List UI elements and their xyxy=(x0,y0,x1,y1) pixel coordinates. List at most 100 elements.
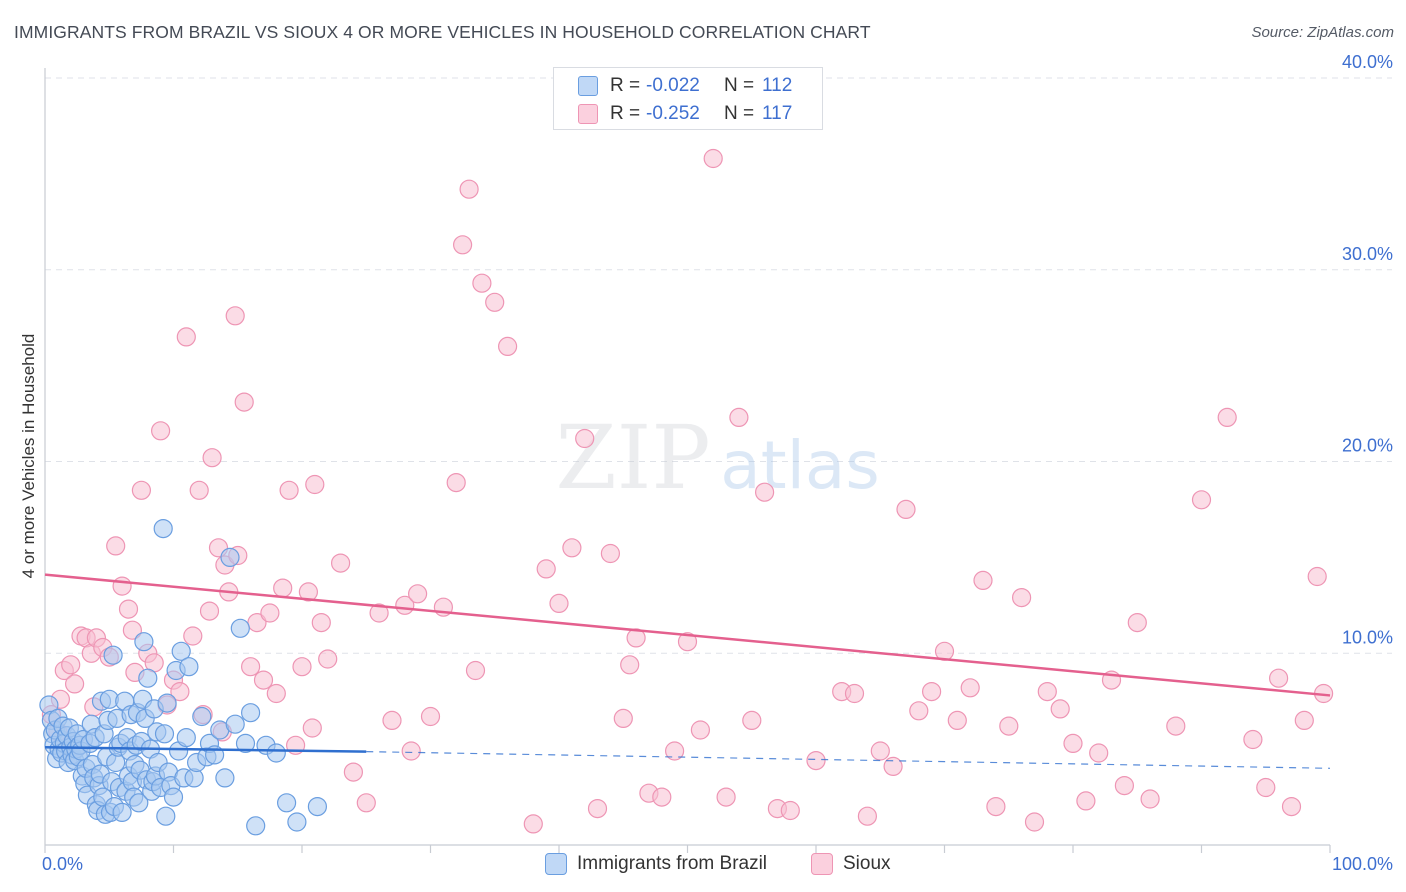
brazil-point xyxy=(112,802,132,823)
sioux-point xyxy=(1114,775,1135,796)
sioux-point xyxy=(485,292,505,312)
brazil-point xyxy=(134,632,154,652)
sioux-point xyxy=(947,710,967,731)
sioux-point xyxy=(844,683,865,704)
tick-labels: 10.0% 20.0% 30.0% 40.0% 0.0% 100.0% xyxy=(42,52,1393,874)
sioux-point xyxy=(1127,612,1147,633)
sioux-point xyxy=(999,716,1019,736)
sioux-point xyxy=(690,720,711,740)
y-tick-label: 20.0% xyxy=(1342,436,1393,456)
sioux-point xyxy=(587,798,608,819)
sioux-point xyxy=(408,584,428,604)
sioux-point xyxy=(883,756,903,777)
brazil-point xyxy=(171,641,191,661)
sioux-point xyxy=(986,796,1006,817)
bottom-legend-sioux: Sioux xyxy=(811,850,891,878)
brazil-trend-extension xyxy=(366,751,1331,769)
sioux-point xyxy=(498,336,518,356)
sioux-point xyxy=(754,482,775,502)
sioux-point xyxy=(131,480,151,500)
sioux-point xyxy=(1140,789,1160,809)
sioux-point xyxy=(122,620,142,640)
x-tick-label-max: 100.0% xyxy=(1332,854,1393,874)
n-label: N = xyxy=(724,103,755,124)
sioux-point xyxy=(562,538,582,558)
sioux-point xyxy=(112,576,132,596)
brazil-trend-line xyxy=(44,745,367,753)
brazil-point xyxy=(156,806,176,826)
y-tick-label: 30.0% xyxy=(1342,244,1393,264)
brazil-legend-swatch xyxy=(545,853,567,875)
sioux-point xyxy=(266,683,286,704)
sioux-point xyxy=(973,570,993,591)
brazil-point xyxy=(235,733,256,754)
y-axis-label: 4 or more Vehicles in Household xyxy=(19,333,38,579)
brazil-point xyxy=(103,645,123,665)
sioux-point xyxy=(61,655,81,675)
sioux-point xyxy=(183,626,203,646)
sioux-point xyxy=(575,428,595,449)
sioux-point xyxy=(420,706,441,727)
sioux-point xyxy=(1294,710,1314,731)
sioux-point xyxy=(151,421,171,441)
brazil-swatch xyxy=(578,76,598,96)
brazil-point xyxy=(220,547,240,568)
sioux-point xyxy=(729,407,749,427)
sioux-point xyxy=(664,741,685,761)
r-label: R = xyxy=(610,75,641,96)
watermark: ZIP atlas xyxy=(555,406,879,509)
sioux-point xyxy=(626,628,646,648)
sioux-point xyxy=(1281,796,1302,817)
sioux-point xyxy=(703,148,723,169)
sioux-point xyxy=(921,681,942,702)
sioux-point xyxy=(199,601,220,621)
brazil-point xyxy=(241,703,261,723)
r-value: -0.252 xyxy=(646,103,700,124)
sioux-point xyxy=(273,578,293,598)
sioux-point xyxy=(446,473,466,493)
brazil-point xyxy=(163,787,184,807)
sioux-point xyxy=(343,762,363,782)
brazil-points xyxy=(39,518,327,836)
sioux-point xyxy=(1166,716,1186,736)
sioux-point xyxy=(960,678,980,698)
y-tick-label: 40.0% xyxy=(1342,52,1393,72)
sioux-point xyxy=(356,793,376,813)
sioux-point xyxy=(716,787,736,807)
sioux-swatch xyxy=(578,104,598,124)
sioux-point xyxy=(234,392,254,412)
n-value: 112 xyxy=(762,75,793,96)
sioux-point xyxy=(331,553,351,573)
brazil-point xyxy=(230,618,250,638)
stats-legend: R = -0.022 N = 112 R = -0.252 N = 117 xyxy=(553,67,823,130)
legend-row-sioux: R = -0.252 N = 117 xyxy=(578,100,792,128)
watermark-atlas: atlas xyxy=(720,427,880,504)
sioux-point xyxy=(260,603,280,623)
sioux-point xyxy=(1089,743,1109,763)
sioux-point xyxy=(465,660,486,681)
brazil-point xyxy=(215,768,235,788)
source-label: Source: ZipAtlas.com xyxy=(1251,24,1394,41)
sioux-point xyxy=(857,806,878,826)
sioux-point xyxy=(279,480,299,500)
sioux-point xyxy=(613,708,633,729)
y-tick-label: 10.0% xyxy=(1342,627,1393,647)
sioux-legend-swatch xyxy=(811,853,833,875)
brazil-point xyxy=(192,706,212,727)
sioux-trend-line xyxy=(44,573,1331,697)
brazil-point xyxy=(277,793,297,813)
brazil-legend-label: Immigrants from Brazil xyxy=(577,853,768,874)
chart-title: IMMIGRANTS FROM BRAZIL VS SIOUX 4 OR MOR… xyxy=(14,22,871,42)
brazil-point xyxy=(153,518,173,539)
brazil-point xyxy=(225,714,245,734)
brazil-point xyxy=(246,816,266,836)
sioux-point xyxy=(1217,407,1237,427)
sioux-point xyxy=(189,480,209,500)
sioux-point xyxy=(202,448,222,468)
watermark-zip: ZIP xyxy=(555,406,710,509)
sioux-point xyxy=(382,710,402,731)
sioux-point xyxy=(549,593,569,614)
sioux-point xyxy=(253,670,274,690)
sioux-point xyxy=(453,235,473,255)
